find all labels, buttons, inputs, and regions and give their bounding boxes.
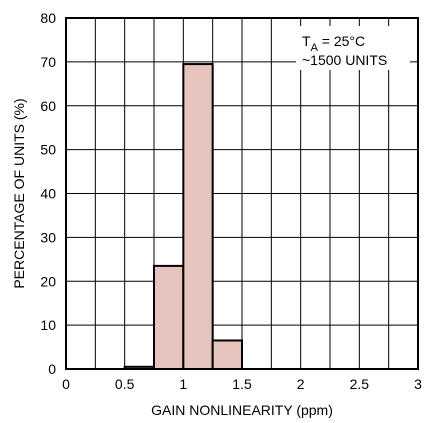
x-tick-label: 0.5 xyxy=(115,376,135,392)
y-axis-label: PERCENTAGE OF UNITS (%) xyxy=(11,98,27,288)
histogram-bar xyxy=(182,63,214,370)
units-annotation: ~1500 UNITS xyxy=(302,52,387,68)
x-tick-label: 2 xyxy=(297,376,305,392)
y-tick-label: 40 xyxy=(40,186,56,202)
x-tick-label: 1 xyxy=(179,376,187,392)
y-tick-label: 60 xyxy=(40,98,56,114)
x-axis-label: GAIN NONLINEARITY (ppm) xyxy=(151,402,333,418)
x-tick-label: 1.5 xyxy=(232,376,252,392)
temperature-annotation: TA = 25°C xyxy=(302,33,365,54)
y-tick-label: 80 xyxy=(40,10,56,26)
annotation-temp-subscript: A xyxy=(311,42,319,54)
y-tick-labels: 0 10 20 30 40 50 60 70 80 xyxy=(40,10,56,377)
x-tick-label: 0 xyxy=(62,376,70,392)
y-tick-label: 30 xyxy=(40,229,56,245)
histogram-bar xyxy=(211,339,244,371)
annotation-temp-value: = 25°C xyxy=(318,33,365,49)
x-tick-label: 3 xyxy=(414,376,422,392)
histogram-bar xyxy=(153,264,185,370)
grid-lines xyxy=(66,18,418,369)
x-tick-label: 2.5 xyxy=(350,376,370,392)
y-tick-label: 70 xyxy=(40,54,56,70)
plot-frame xyxy=(65,17,419,370)
histogram-bars xyxy=(123,63,244,371)
y-tick-label: 50 xyxy=(40,142,56,158)
y-tick-label: 20 xyxy=(40,273,56,289)
y-tick-label: 0 xyxy=(48,361,56,377)
y-tick-label: 10 xyxy=(40,317,56,333)
x-tick-labels: 0 0.5 1 1.5 2 2.5 3 xyxy=(62,376,422,392)
annotation-background xyxy=(296,26,410,70)
annotation-temp-symbol: T xyxy=(302,33,311,49)
